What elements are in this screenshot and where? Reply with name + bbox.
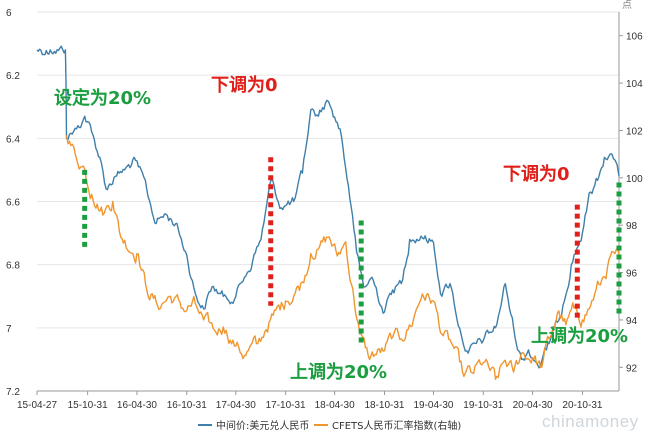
x-tick-label: 17-10-31 [266, 400, 306, 411]
y-right-tick-label: 96 [626, 269, 638, 280]
y-left-tick-label: 7.2 [6, 387, 20, 398]
y-right-tick-label: 104 [626, 79, 643, 90]
series-layer [36, 45, 620, 380]
y-right-tick-label: 92 [626, 363, 638, 374]
legend-label-0: 中间价:美元兑人民币 [216, 419, 309, 432]
legend-label-1: CFETS人民币汇率指数(右轴) [332, 419, 461, 432]
x-tick-label: 15-04-27 [17, 400, 57, 411]
y-left-tick-label: 6.6 [6, 198, 20, 209]
policy-marker-label: 上调为20% [290, 361, 387, 383]
x-tick-label: 17-04-30 [216, 400, 256, 411]
x-tick-label: 18-10-31 [364, 400, 404, 411]
legend: 中间价:美元兑人民币 CFETS人民币汇率指数(右轴) [198, 419, 461, 432]
y-left-tick-label: 7 [6, 324, 12, 335]
x-tick-label: 19-04-30 [413, 400, 453, 411]
policy-marker-label: 上调为20% [531, 325, 628, 347]
x-tick-label: 16-04-30 [117, 400, 157, 411]
x-tick-label: 20-04-30 [513, 400, 553, 411]
watermark: chinamoney [542, 412, 639, 431]
series-line-1 [65, 135, 620, 380]
watermark-text: chinamoney [542, 412, 639, 431]
right-axis-unit: 点 [622, 0, 632, 11]
x-tick-label: 18-04-30 [315, 400, 355, 411]
y-left-tick-label: 6.4 [6, 134, 20, 145]
x-tick-label: 19-10-31 [463, 400, 503, 411]
policy-marker-label: 设定为20% [54, 87, 151, 109]
policy-marker-label: 下调为0 [211, 74, 278, 96]
y-right-tick-label: 102 [626, 126, 643, 137]
policy-markers: 设定为20% 下调为0 上调为20% 下调为0 上调为20% [54, 74, 628, 383]
y-left-tick-label: 6.2 [6, 71, 20, 82]
y-right-tick-label: 106 [626, 32, 643, 43]
x-tick-label: 20-10-31 [562, 400, 602, 411]
y-right-tick-label: 100 [626, 174, 643, 185]
y-right-tick-label: 98 [626, 221, 638, 232]
y-left-tick-label: 6 [6, 8, 12, 19]
y-left-tick-label: 6.8 [6, 261, 20, 272]
x-tick-label: 16-10-31 [167, 400, 207, 411]
x-tick-label: 15-10-31 [68, 400, 108, 411]
policy-marker-label: 下调为0 [503, 163, 570, 185]
y-right-tick-label: 94 [626, 316, 638, 327]
